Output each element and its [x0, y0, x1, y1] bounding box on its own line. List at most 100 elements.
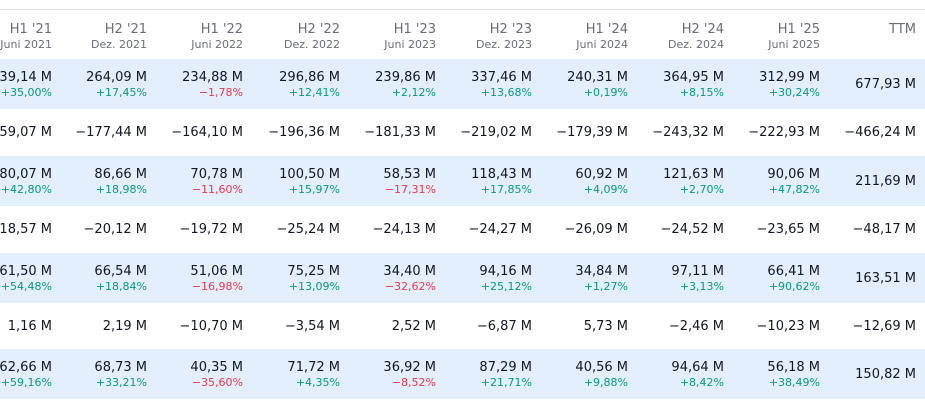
- table-cell: 364,95 M +8,15%: [663, 69, 724, 100]
- cell-value: −466,24 M: [844, 125, 916, 140]
- cell-change: −35,60%: [191, 376, 243, 389]
- cell-change: −8,52%: [391, 376, 436, 389]
- column-header: H2 '21 Dez. 2021: [91, 22, 147, 52]
- table-cell: 100,50 M +15,97%: [279, 166, 340, 197]
- cell-change: +18,98%: [95, 183, 147, 196]
- table-cell: −159,07 M: [0, 124, 52, 141]
- column-header: H2 '23 Dez. 2023: [476, 22, 532, 52]
- table-cell: 80,07 M +42,80%: [0, 166, 52, 197]
- table-cell: −164,10 M: [171, 124, 243, 141]
- table-cell: 90,06 M +47,82%: [767, 166, 820, 197]
- cell-change: +33,21%: [95, 376, 147, 389]
- column-period: H1 '23: [393, 22, 436, 37]
- cell-value: −164,10 M: [171, 125, 243, 140]
- cell-change: +15,97%: [288, 183, 340, 196]
- cell-change: −1,78%: [198, 86, 243, 99]
- cell-value: −25,24 M: [276, 222, 340, 237]
- table-cell: 36,92 M −8,52%: [383, 359, 436, 390]
- cell-value: 80,07 M: [0, 167, 52, 182]
- table-cell: −222,93 M: [748, 124, 820, 141]
- table-cell: 58,53 M −17,31%: [383, 166, 436, 197]
- table-cell: 2,19 M: [103, 318, 147, 335]
- cell-value: 40,35 M: [190, 360, 243, 375]
- table-cell: −26,09 M: [565, 221, 628, 238]
- cell-change: +0,19%: [583, 86, 628, 99]
- cell-value: 296,86 M: [279, 70, 340, 85]
- table-cell: 34,40 M −32,62%: [383, 263, 436, 294]
- table-cell: −179,39 M: [556, 124, 628, 141]
- cell-change: +4,09%: [583, 183, 628, 196]
- cell-value: 211,69 M: [855, 174, 916, 189]
- table-cell: −12,69 M: [853, 318, 916, 335]
- cell-change: +17,85%: [480, 183, 532, 196]
- cell-value: −177,44 M: [75, 125, 147, 140]
- cell-value: 66,41 M: [767, 264, 820, 279]
- cell-value: −20,12 M: [83, 222, 147, 237]
- cell-value: 239,14 M: [0, 70, 52, 85]
- table-cell: −24,27 M: [469, 221, 532, 238]
- cell-change: +9,88%: [583, 376, 628, 389]
- cell-value: 364,95 M: [663, 70, 724, 85]
- cell-change: +25,12%: [480, 280, 532, 293]
- cell-value: −10,70 M: [179, 319, 243, 334]
- table-cell: 312,99 M +30,24%: [759, 69, 820, 100]
- table-cell: −25,24 M: [277, 221, 340, 238]
- cell-value: −3,54 M: [284, 319, 340, 334]
- cell-value: 51,06 M: [190, 264, 243, 279]
- cell-change: −32,62%: [384, 280, 436, 293]
- table-cell: −24,52 M: [661, 221, 724, 238]
- column-header: H1 '24 Juni 2024: [576, 22, 628, 52]
- cell-value: 94,16 M: [479, 264, 532, 279]
- table-cell: −2,46 M: [669, 318, 724, 335]
- table-cell: 70,78 M −11,60%: [190, 166, 243, 197]
- cell-value: 121,63 M: [663, 167, 724, 182]
- table-cell: −6,87 M: [477, 318, 532, 335]
- table-cell: −19,72 M: [180, 221, 243, 238]
- table-cell: 51,06 M −16,98%: [190, 263, 243, 294]
- cell-change: +30,24%: [768, 86, 820, 99]
- table-cell: 61,50 M +54,48%: [0, 263, 52, 294]
- column-date: Juni 2022: [191, 38, 243, 51]
- table-cell: 62,66 M +59,16%: [0, 359, 52, 390]
- column-header: H1 '22 Juni 2022: [191, 22, 243, 52]
- cell-change: −17,31%: [384, 183, 436, 196]
- cell-value: 34,40 M: [383, 264, 436, 279]
- table-cell: 97,11 M +3,13%: [671, 263, 724, 294]
- table-cell: −466,24 M: [844, 124, 916, 141]
- cell-value: −10,23 M: [756, 319, 820, 334]
- cell-value: −219,02 M: [460, 125, 532, 140]
- cell-value: 71,72 M: [287, 360, 340, 375]
- column-period: H2 '21: [104, 22, 147, 37]
- column-header: H2 '24 Dez. 2024: [668, 22, 724, 52]
- column-period: H1 '24: [585, 22, 628, 37]
- table-cell: 337,46 M +13,68%: [471, 69, 532, 100]
- table-cell: 60,92 M +4,09%: [575, 166, 628, 197]
- column-header: H1 '23 Juni 2023: [384, 22, 436, 52]
- table-row: 239,14 M+35,00% 264,09 M+17,45% 234,88 M−1…: [0, 59, 925, 109]
- cell-change: −11,60%: [191, 183, 243, 196]
- cell-value: 240,31 M: [567, 70, 628, 85]
- table-cell: −196,36 M: [268, 124, 340, 141]
- table-cell: 264,09 M +17,45%: [86, 69, 147, 100]
- table-row: −159,07 M −177,44 M −164,10 M −196,36 M −181…: [0, 109, 925, 156]
- cell-value: 60,92 M: [575, 167, 628, 182]
- cell-value: 234,88 M: [182, 70, 243, 85]
- top-divider: [0, 9, 925, 10]
- column-period: H1 '21: [9, 22, 52, 37]
- table-cell: 1,16 M: [8, 318, 52, 335]
- cell-value: −2,46 M: [668, 319, 724, 334]
- table-cell: 121,63 M +2,70%: [663, 166, 724, 197]
- cell-change: +3,13%: [679, 280, 724, 293]
- cell-value: −196,36 M: [268, 125, 340, 140]
- cell-change: +4,35%: [295, 376, 340, 389]
- column-date: Dez. 2021: [91, 38, 147, 51]
- table-cell: 234,88 M −1,78%: [182, 69, 243, 100]
- table-row: 80,07 M +42,80% 86,66 M +18,98% 70,78 M −11,6…: [0, 156, 925, 206]
- cell-value: −181,33 M: [364, 125, 436, 140]
- column-period: H2 '23: [489, 22, 532, 37]
- cell-change: +54,48%: [0, 280, 52, 293]
- table-cell: 40,56 M +9,88%: [575, 359, 628, 390]
- column-date: Juni 2021: [0, 38, 52, 51]
- cell-value: 5,73 M: [583, 319, 628, 334]
- cell-value: −6,87 M: [476, 319, 532, 334]
